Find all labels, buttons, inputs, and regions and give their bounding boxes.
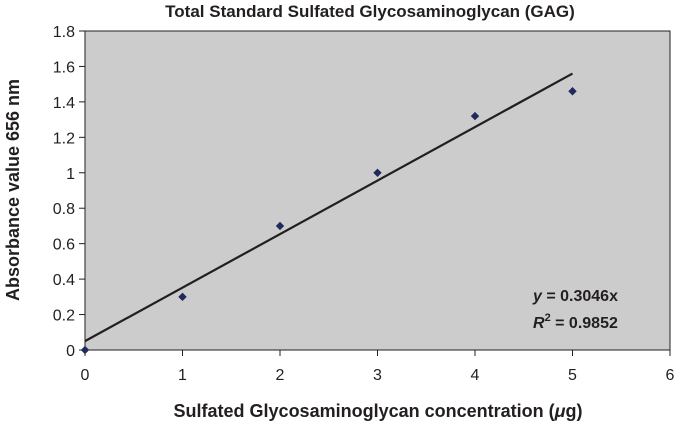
y-tick-label: 0 xyxy=(66,343,75,360)
y-tick-label: 0.2 xyxy=(53,308,75,325)
y-tick-label: 1.6 xyxy=(53,59,75,76)
trendline-equation: y = 0.3046x xyxy=(532,288,618,305)
trendline xyxy=(84,72,574,343)
x-tick-label: 6 xyxy=(666,367,675,384)
x-tick-label: 1 xyxy=(178,367,187,384)
chart-title: Total Standard Sulfated Glycosaminoglyca… xyxy=(165,2,575,21)
x-tick-label: 5 xyxy=(568,367,577,384)
y-tick-label: 0.6 xyxy=(53,237,75,254)
x-axis: 0 1 2 3 4 5 6 xyxy=(81,350,675,384)
y-tick-label: 1.4 xyxy=(53,95,75,112)
x-tick-label: 2 xyxy=(276,367,285,384)
data-point-marker xyxy=(80,345,90,355)
data-point-marker xyxy=(568,87,577,96)
data-point-marker xyxy=(275,221,285,231)
x-tick-label: 3 xyxy=(373,367,382,384)
x-tick-label: 4 xyxy=(471,367,480,384)
r-squared-value: R2 = 0.9852 xyxy=(533,312,618,332)
data-point-marker xyxy=(373,168,382,177)
x-axis-label: Sulfated Glycosaminoglycan concentration… xyxy=(174,401,583,421)
y-tick-label: 0.8 xyxy=(53,201,75,218)
y-tick-label: 1.2 xyxy=(53,130,75,147)
data-points xyxy=(80,87,577,355)
data-point-marker xyxy=(178,292,187,302)
y-axis-label: Absorbance value 656 nm xyxy=(3,79,23,301)
data-point-marker xyxy=(470,111,480,121)
y-tick-label: 1 xyxy=(66,166,75,183)
y-tick-label: 0.4 xyxy=(53,272,75,289)
x-tick-label: 0 xyxy=(81,367,90,384)
y-tick-label: 1.8 xyxy=(53,24,75,41)
y-axis: 0 0.2 0.4 0.6 0.8 1 1.2 1.4 1.6 1.8 xyxy=(53,24,85,360)
